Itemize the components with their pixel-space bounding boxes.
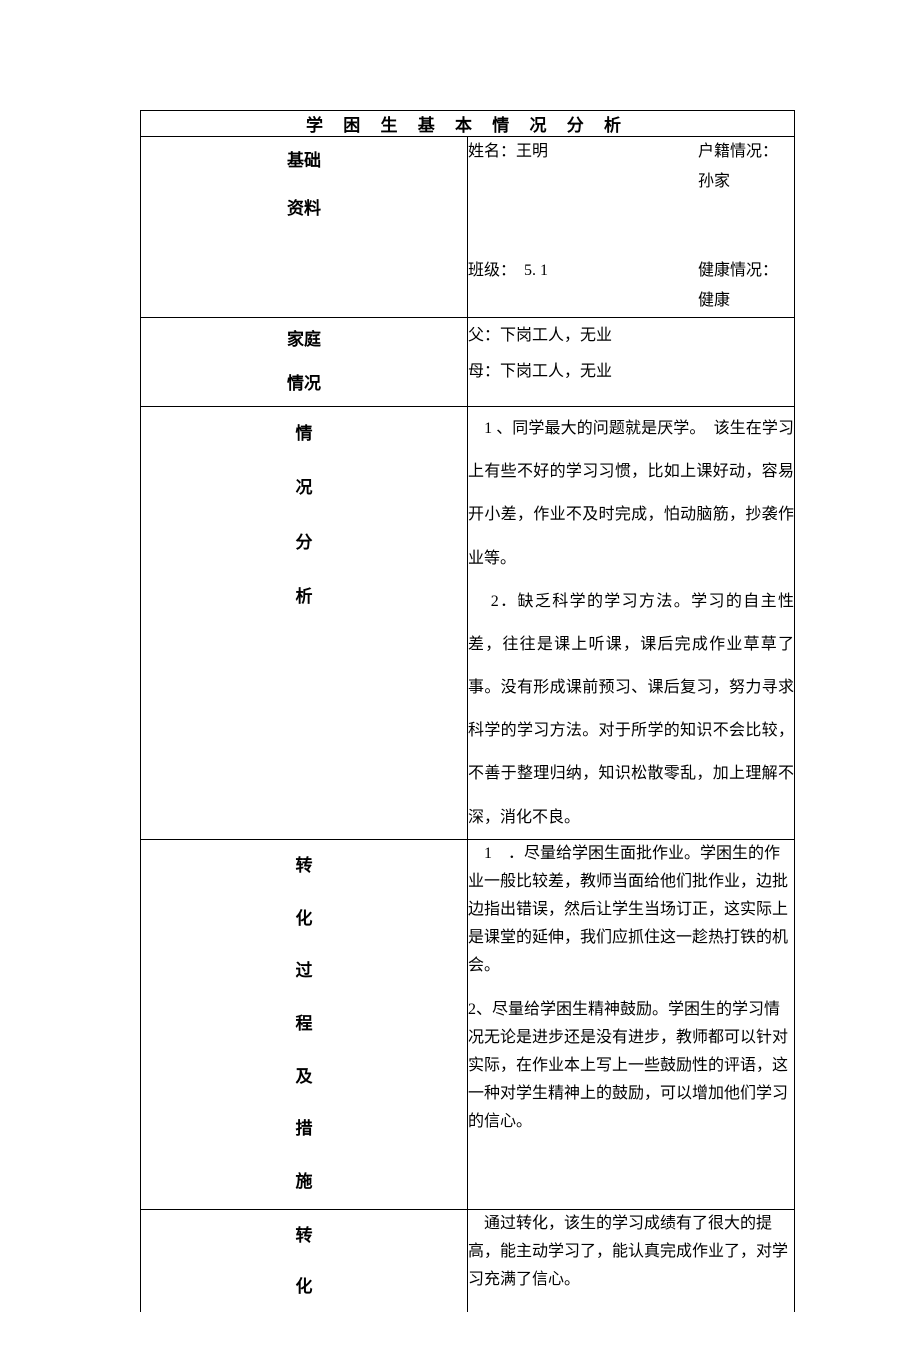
basic-info-line: 姓名：王明 户籍情况： 孙家 xyxy=(468,137,794,198)
label-text: 化 xyxy=(141,1261,467,1312)
analysis-para2: 2．缺乏科学的学习方法。学习的自主性差，往往是课上听课，课后完成作业草草了事。没… xyxy=(468,580,794,839)
label-text: 资料 xyxy=(141,185,467,233)
measures-para1: 1 ．尽量给学困生面批作业。学困生的作业一般比较差，教师当面给他们批作业，边批边… xyxy=(468,840,794,980)
analysis-para1: 1 、同学最大的问题就是厌学。 该生在学习上有些不好的学习习惯，比如上课好动，容… xyxy=(468,407,794,580)
label-text: 转 xyxy=(141,1210,467,1261)
name-value: 王明 xyxy=(516,143,548,160)
health-label: 健康情况： xyxy=(698,262,778,279)
name-label: 姓名： xyxy=(468,143,516,160)
huji-label: 户籍情况： xyxy=(698,143,778,160)
label-text: 及 xyxy=(141,1051,467,1104)
label-text: 化 xyxy=(141,893,467,946)
label-text: 施 xyxy=(141,1156,467,1209)
result-label: 转 化 xyxy=(141,1209,468,1312)
label-text: 况 xyxy=(141,461,467,515)
label-text: 析 xyxy=(141,570,467,624)
family-label: 家庭 情况 xyxy=(141,317,468,406)
label-text: 基础 xyxy=(141,137,467,185)
huji-value: 孙家 xyxy=(698,173,730,190)
result-text: 通过转化，该生的学习成绩有了很大的提高，能主动学习了，能认真完成作业了，对学习充… xyxy=(468,1210,794,1294)
label-text: 家庭 xyxy=(141,318,467,362)
mother-info: 母：下岗工人，无业 xyxy=(468,354,794,391)
analysis-label: 情 况 分 析 xyxy=(141,406,468,839)
student-analysis-table: 学 困 生 基 本 情 况 分 析 基础 资料 姓名：王明 户籍情况： 孙家 班级… xyxy=(140,110,795,1312)
basic-info-content: 姓名：王明 户籍情况： 孙家 班级： 5. 1 健康情况： 健康 xyxy=(468,137,795,318)
table-title: 学 困 生 基 本 情 况 分 析 xyxy=(141,111,795,137)
result-content: 通过转化，该生的学习成绩有了很大的提高，能主动学习了，能认真完成作业了，对学习充… xyxy=(468,1209,795,1312)
family-content: 父：下岗工人，无业 母：下岗工人，无业 xyxy=(468,317,795,406)
label-text: 转 xyxy=(141,840,467,893)
measures-label: 转 化 过 程 及 措 施 xyxy=(141,839,468,1209)
label-text: 情 xyxy=(141,407,467,461)
health-value: 健康 xyxy=(698,292,730,309)
analysis-content: 1 、同学最大的问题就是厌学。 该生在学习上有些不好的学习习惯，比如上课好动，容… xyxy=(468,406,795,839)
class-label: 班级： xyxy=(468,262,516,279)
father-info: 父：下岗工人，无业 xyxy=(468,318,794,355)
measures-para2: 2、尽量给学困生精神鼓励。学困生的学习情况无论是进步还是没有进步，教师都可以针对… xyxy=(468,996,794,1136)
label-text: 程 xyxy=(141,998,467,1051)
basic-info-label: 基础 资料 xyxy=(141,137,468,318)
label-text: 过 xyxy=(141,945,467,998)
label-text: 情况 xyxy=(141,362,467,406)
class-value: 5. 1 xyxy=(524,262,548,279)
measures-content: 1 ．尽量给学困生面批作业。学困生的作业一般比较差，教师当面给他们批作业，边批边… xyxy=(468,839,795,1209)
label-text: 措 xyxy=(141,1103,467,1156)
basic-info-line: 班级： 5. 1 健康情况： 健康 xyxy=(468,256,794,317)
label-text: 分 xyxy=(141,516,467,570)
